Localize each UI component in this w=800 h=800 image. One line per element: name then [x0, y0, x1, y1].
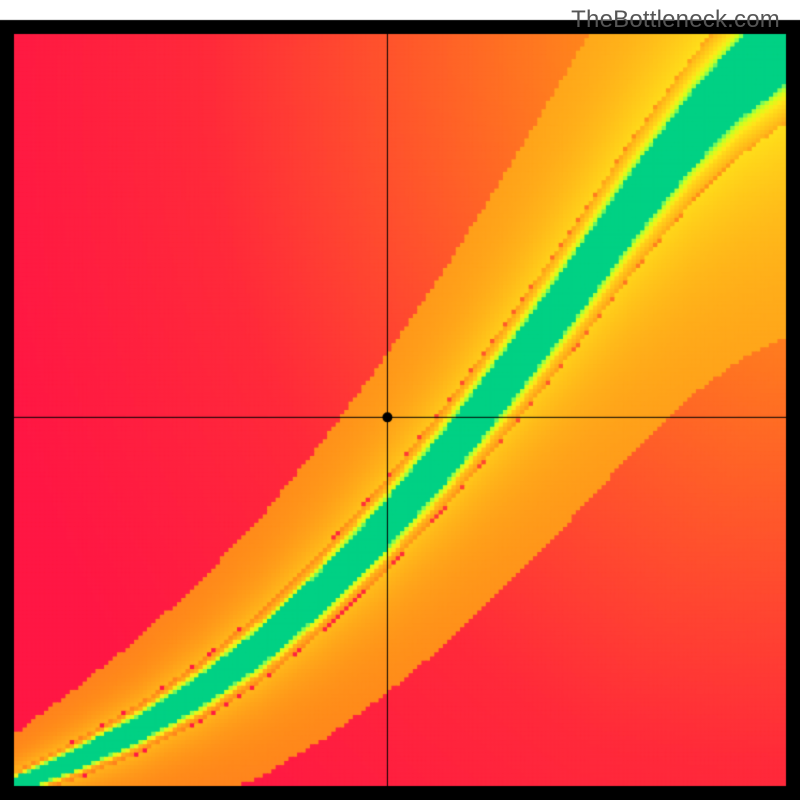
- watermark-text: TheBottleneck.com: [571, 6, 780, 34]
- chart-root: TheBottleneck.com: [0, 0, 800, 800]
- heatmap-canvas: [0, 0, 800, 800]
